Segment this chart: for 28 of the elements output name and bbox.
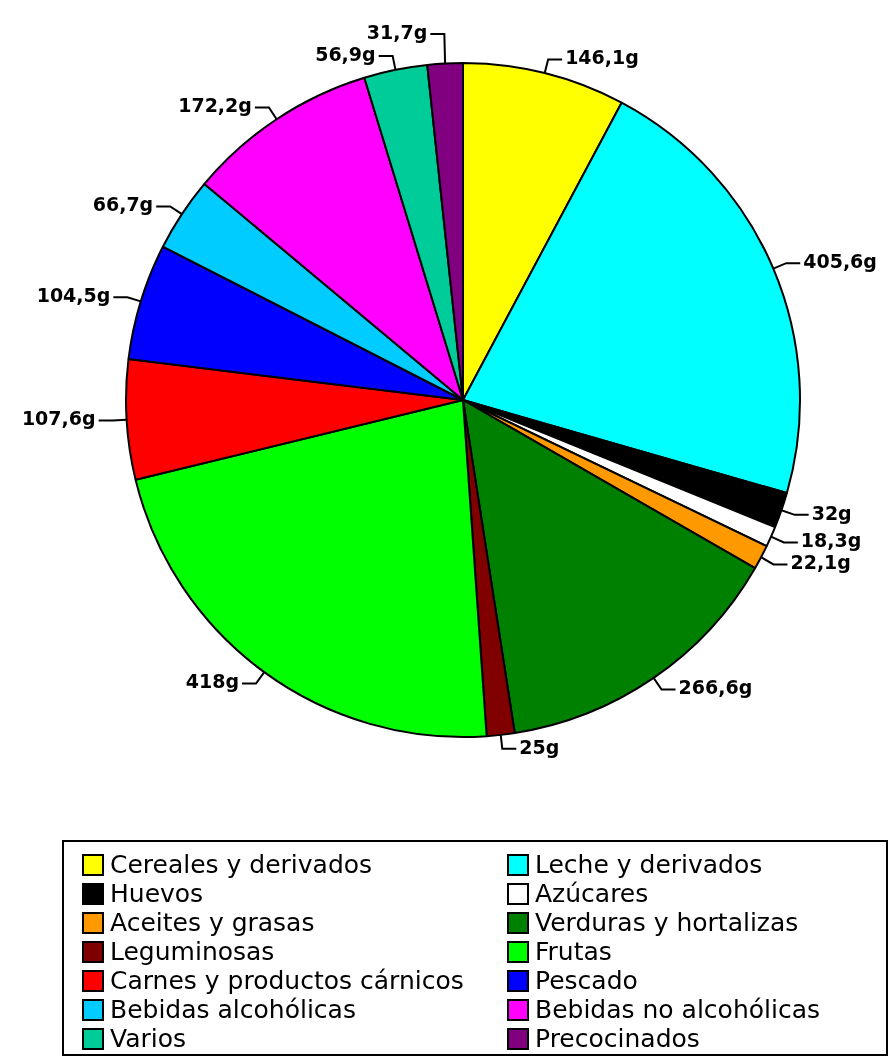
legend-label: Cereales y derivados xyxy=(110,850,373,879)
legend-label: Leche y derivados xyxy=(535,850,763,879)
legend-label: Frutas xyxy=(535,937,612,966)
data-label: 66,7g xyxy=(92,193,154,216)
legend-label: Precocinados xyxy=(535,1024,700,1053)
data-label: 31,7g xyxy=(366,21,428,44)
legend-label: Bebidas alcohólicas xyxy=(110,995,356,1024)
data-label: 25g xyxy=(519,735,560,758)
data-label: 32g xyxy=(811,501,852,524)
data-label: 405,6g xyxy=(803,250,877,273)
data-label: 18,3g xyxy=(800,529,862,552)
legend-label: Verduras y hortalizas xyxy=(535,908,799,937)
legend-label: Azúcares xyxy=(535,879,649,908)
legend-label: Carnes y productos cárnicos xyxy=(110,966,464,995)
data-label: 107,6g xyxy=(21,407,96,430)
data-label: 418g xyxy=(185,670,239,693)
data-label: 56,9g xyxy=(315,43,376,66)
legend-label: Pescado xyxy=(535,966,638,995)
legend-label: Aceites y grasas xyxy=(110,908,315,937)
legend-label: Bebidas no alcohólicas xyxy=(535,995,821,1024)
legend-label: Huevos xyxy=(110,879,204,908)
data-label: 104,5g xyxy=(36,284,111,307)
data-label: 146,1g xyxy=(565,46,639,69)
data-label: 22,1g xyxy=(790,551,851,574)
legend-label: Leguminosas xyxy=(110,937,275,966)
data-label: 172,2g xyxy=(178,94,252,117)
data-label: 266,6g xyxy=(678,676,753,699)
legend-label: Varios xyxy=(110,1024,187,1053)
